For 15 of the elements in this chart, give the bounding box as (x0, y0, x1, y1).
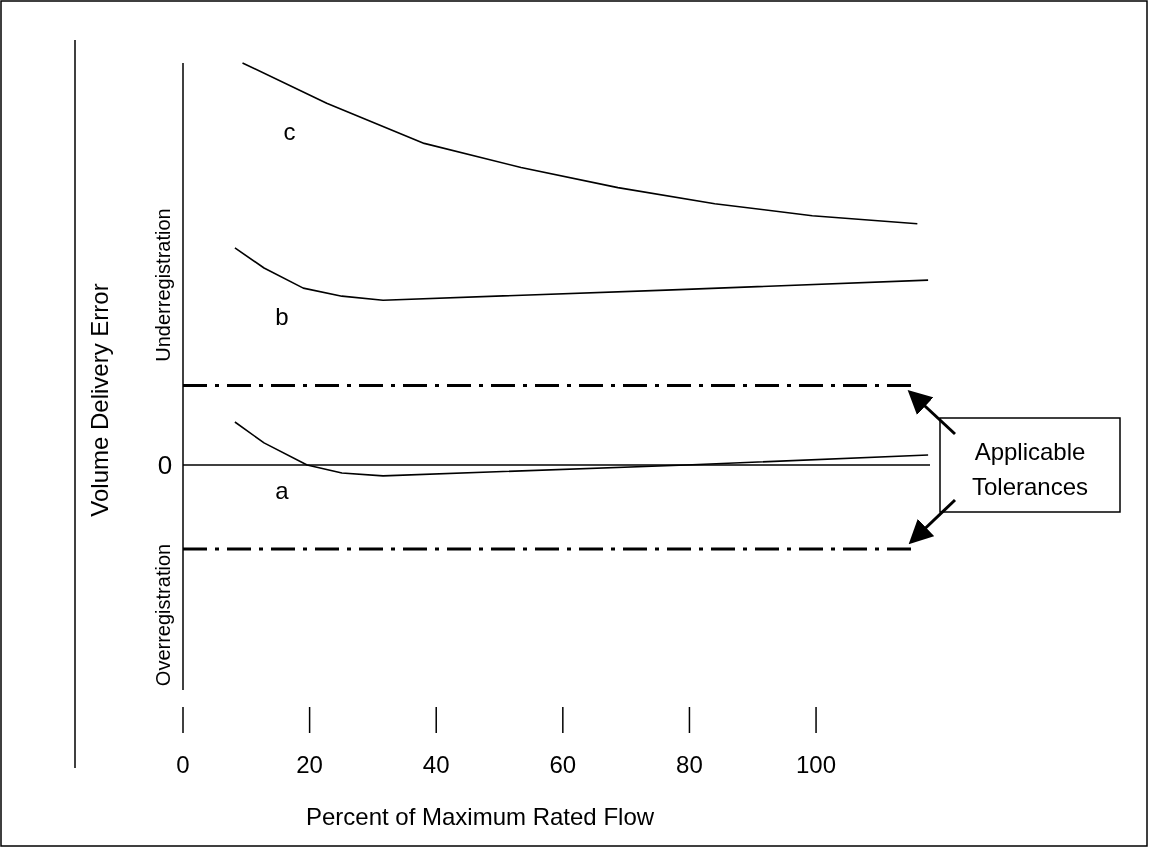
text: Applicable Tolerances (971, 438, 1089, 500)
series-label: b (275, 302, 289, 330)
x-tick-label: 0 (176, 751, 190, 778)
x-axis-title: Percent of Maximum Rated Flow (305, 803, 655, 830)
text: Overregistration (152, 543, 174, 687)
y-axis-title: Volume Delivery Error (86, 283, 113, 517)
x-tick-label: 60 (549, 751, 577, 778)
x-tick-label: 100 (796, 751, 837, 778)
x-tick-label: 20 (296, 751, 323, 778)
x-tick-label: 40 (422, 751, 450, 778)
x-tick-label: 80 (676, 751, 703, 778)
ref-line-label: 0 (157, 450, 173, 480)
series-label: a (275, 476, 290, 504)
series-label: c (283, 118, 296, 145)
text: Underregistration (152, 208, 174, 362)
